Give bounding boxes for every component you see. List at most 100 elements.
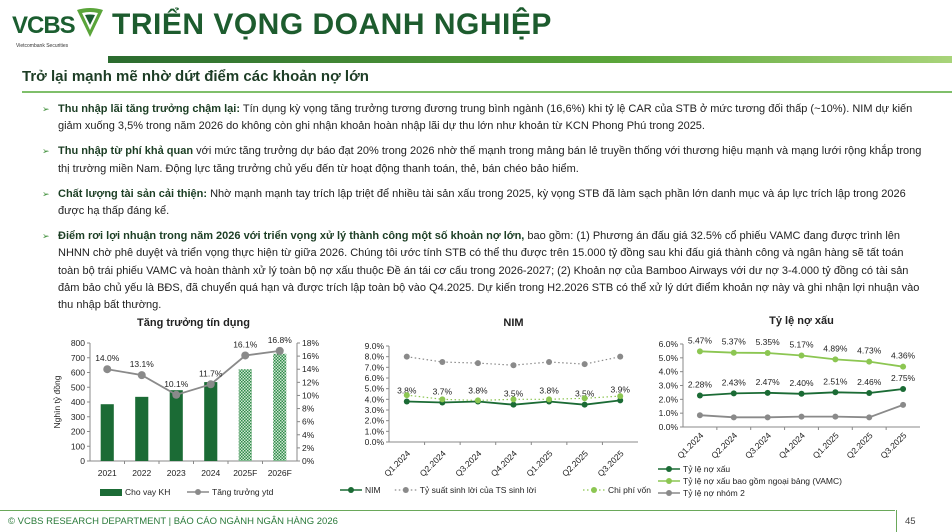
y2-tick-label: 2% — [302, 443, 315, 453]
y-tick-label: 4.0% — [365, 394, 385, 404]
data-point — [172, 390, 181, 399]
credit-growth-chart: Tăng trưởng tín dụng 0 100 200 300 400 500 600 7… — [40, 312, 335, 512]
y-tick-label: 0.0% — [365, 437, 385, 447]
bullet-item: ➢ Chất lượng tài sản cải thiện: Nhờ mạnh … — [42, 186, 922, 220]
data-label: 11.7% — [199, 368, 223, 378]
chart-title: NIM — [503, 317, 523, 329]
data-point — [900, 385, 907, 392]
y2-tick-label: 8% — [302, 404, 315, 414]
data-point — [510, 396, 517, 403]
y-tick-label: 6.0% — [659, 339, 679, 349]
data-label: 4.36% — [891, 351, 916, 361]
legend-marker — [402, 487, 409, 493]
y2-tick-label: 4% — [302, 430, 315, 440]
legend-label: Cho vay KH — [125, 487, 170, 497]
x-tick-label: Q2.2024 — [418, 448, 448, 478]
data-point — [403, 392, 410, 399]
logo-brand: VCBS — [12, 12, 76, 39]
data-label: 2.43% — [722, 377, 747, 387]
data-point — [581, 361, 588, 368]
data-label: 3.5% — [504, 389, 524, 399]
data-point — [764, 414, 771, 421]
data-point — [730, 414, 737, 421]
page-title: TRIỂN VỌNG DOANH NGHIỆP — [112, 8, 552, 41]
y-tick-label: 1.0% — [365, 426, 385, 436]
data-label: 14.0% — [95, 353, 120, 363]
data-label: 5.37% — [722, 337, 747, 347]
data-label: 2.28% — [688, 379, 713, 389]
y-tick-label: 600 — [71, 368, 85, 378]
x-tick-label: Q1.2025 — [524, 448, 554, 478]
data-point — [617, 353, 624, 360]
data-point — [137, 371, 146, 380]
vcbs-logo: VCBS Vietcombank Securities — [10, 6, 105, 50]
data-point — [730, 390, 737, 397]
y-tick-label: 3.0% — [365, 405, 385, 415]
series-line — [107, 350, 280, 396]
y2-tick-label: 12% — [302, 377, 319, 387]
legend-marker — [348, 487, 354, 493]
chart-title: Tăng trưởng tín dụng — [137, 317, 250, 329]
data-label: 3.9% — [611, 384, 631, 394]
y-tick-label: 400 — [71, 397, 85, 407]
data-point — [798, 413, 805, 420]
data-point — [546, 359, 553, 365]
footer-divider — [0, 510, 895, 511]
legend-marker — [666, 490, 672, 496]
y2-tick-label: 10% — [302, 390, 319, 400]
data-point — [764, 389, 771, 396]
y-tick-label: 500 — [71, 382, 85, 392]
data-point — [798, 390, 805, 397]
data-point — [866, 389, 873, 396]
data-point — [617, 393, 624, 400]
x-tick-label: Q3.2024 — [743, 430, 773, 460]
data-label: 5.47% — [688, 335, 713, 345]
legend-marker — [195, 489, 201, 495]
x-tick-label: Q2.2025 — [560, 448, 590, 478]
y-tick-label: 4.0% — [659, 367, 679, 377]
x-tick-label: Q4.2024 — [489, 448, 519, 478]
y-tick-label: 800 — [71, 338, 85, 348]
bullet-arrow-icon: ➢ — [42, 231, 50, 242]
vcbs-shield-icon — [77, 8, 103, 37]
data-point — [474, 397, 481, 404]
x-tick-label: Q1.2024 — [675, 430, 705, 460]
bullet-heading: Thu nhập từ phí khả quan — [58, 145, 194, 158]
data-point — [206, 380, 215, 389]
data-point — [510, 362, 517, 369]
footer-text: © VCBS RESEARCH DEPARTMENT | BÁO CÁO NGÀ… — [8, 516, 338, 527]
bullet-text: Nhờ mạnh mạnh tay trích lập triệt để nhi… — [58, 187, 906, 218]
x-tick-label: Q4.2024 — [777, 430, 807, 460]
y-tick-label: 1.0% — [659, 408, 679, 418]
x-tick-label: Q1.2025 — [811, 430, 841, 460]
bullet-arrow-icon: ➢ — [42, 104, 50, 114]
page-number: 45 — [905, 516, 916, 527]
y2-tick-label: 16% — [302, 351, 319, 361]
bullet-arrow-icon: ➢ — [42, 146, 50, 157]
bar — [100, 404, 114, 461]
bullet-item: ➢ Thu nhập lãi tăng trưởng chậm lại: Tín … — [42, 101, 922, 135]
data-label: 2.51% — [823, 376, 848, 386]
data-label: 2.40% — [789, 378, 814, 388]
legend-label: Chi phí vốn — [608, 485, 651, 495]
data-label: 2.47% — [756, 377, 781, 387]
data-point — [439, 396, 446, 403]
bullet-item: ➢ Thu nhập từ phí khả quan với mức tăng t… — [42, 143, 922, 177]
data-label: 2.46% — [857, 377, 882, 387]
y-tick-label: 700 — [71, 353, 85, 363]
data-label: 3.5% — [575, 389, 595, 399]
npl-chart: Tỷ lệ nợ xấu 0.0% 1.0% 2.0% 3.0% 4.0% 5.0% 6.0%… — [640, 312, 940, 512]
x-tick-label: Q2.2024 — [709, 430, 739, 460]
data-point — [581, 395, 588, 402]
data-point — [275, 346, 284, 355]
x-tick-label: Q3.2024 — [453, 448, 483, 478]
legend-label: Tỷ lệ nợ xấu bao gồm ngoại bảng (VAMC) — [683, 476, 842, 486]
y2-tick-label: 6% — [302, 417, 315, 427]
bar — [204, 382, 218, 461]
data-point — [832, 413, 839, 420]
data-point — [866, 414, 873, 421]
legend-label: NIM — [365, 485, 381, 495]
data-label: 3.8% — [468, 385, 488, 395]
data-label: 10.1% — [164, 379, 189, 389]
bullet-heading: Điểm rơi lợi nhuận trong năm 2026 với tr… — [58, 230, 525, 243]
